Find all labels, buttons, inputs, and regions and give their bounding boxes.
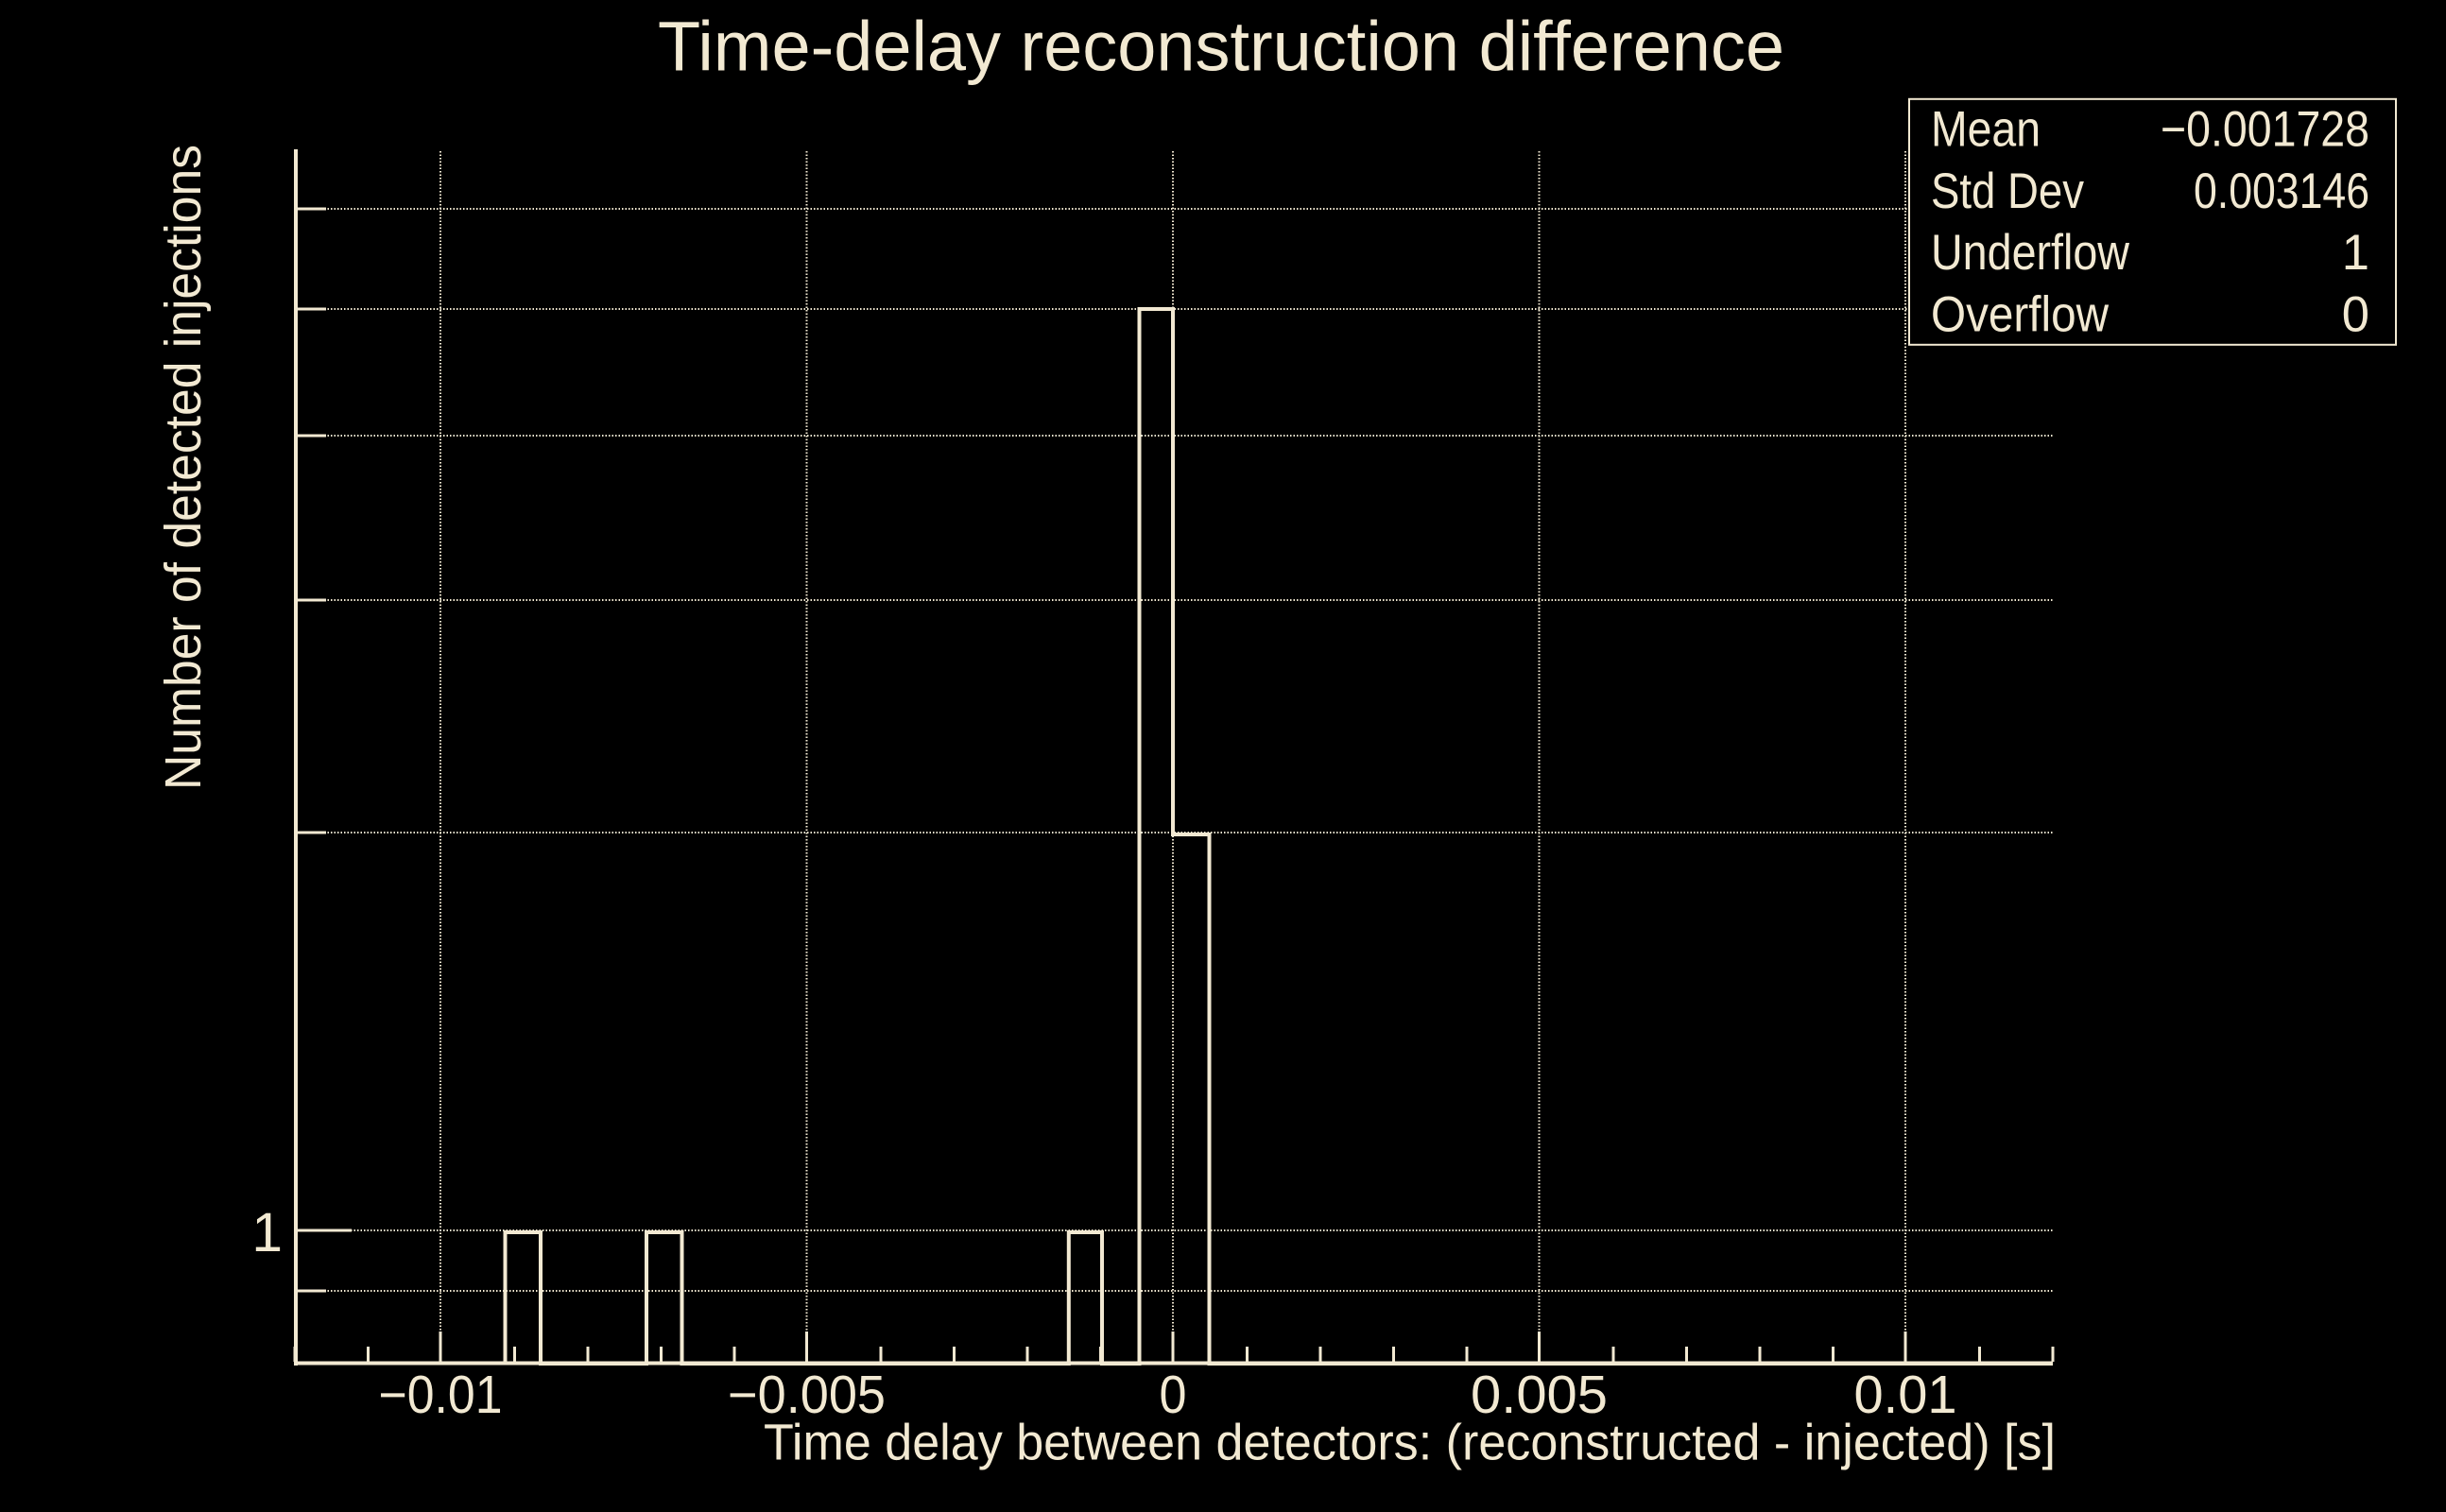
svg-text:1: 1 (2342, 225, 2369, 281)
svg-text:0: 0 (1160, 1365, 1187, 1424)
svg-text:Time delay between detectors:: Time delay between detectors: (reconstru… (764, 1414, 2056, 1470)
svg-text:0.003146: 0.003146 (2194, 163, 2369, 219)
svg-text:Overflow: Overflow (1931, 286, 2110, 342)
svg-text:0.005: 0.005 (1471, 1365, 1608, 1424)
svg-text:Underflow: Underflow (1931, 225, 2130, 281)
svg-text:Number of detected injections: Number of detected injections (155, 145, 212, 790)
svg-text:0: 0 (2342, 286, 2369, 342)
svg-text:1: 1 (251, 1202, 283, 1263)
svg-text:Mean: Mean (1931, 102, 2041, 158)
svg-text:0.01: 0.01 (1854, 1365, 1957, 1424)
svg-text:−0.01: −0.01 (379, 1365, 503, 1424)
svg-text:−0.001728: −0.001728 (2161, 102, 2369, 158)
svg-text:Std Dev: Std Dev (1931, 163, 2085, 219)
svg-text:Time-delay reconstruction diff: Time-delay reconstruction difference (658, 7, 1784, 86)
svg-text:−0.005: −0.005 (728, 1365, 886, 1424)
